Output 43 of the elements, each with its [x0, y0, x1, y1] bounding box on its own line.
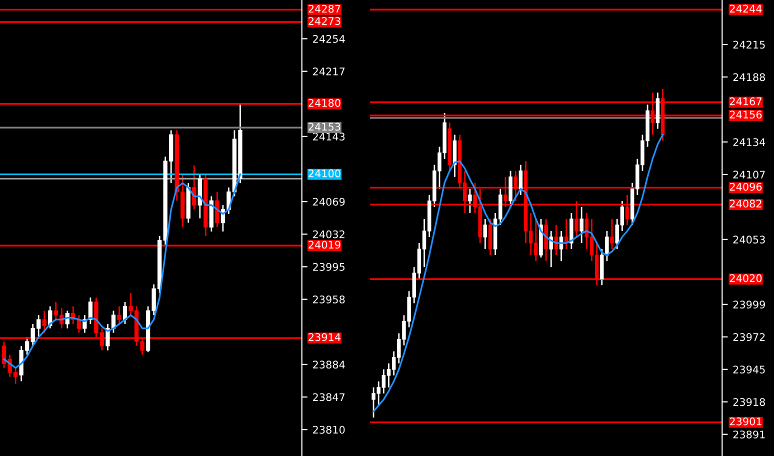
y-tick-label: 24143 [313, 132, 345, 141]
y-tick-label: 24053 [733, 236, 765, 244]
candlestick [42, 310, 46, 334]
y-tick-label: 24032 [313, 230, 344, 238]
ref-line-label: 24153 [308, 122, 340, 131]
y-tick-label: 23847 [313, 393, 345, 402]
y-tick-label: 24069 [313, 198, 345, 206]
y-tick-label: 23918 [733, 398, 765, 406]
y-tick-label: 23810 [313, 426, 345, 434]
y-tick-label: 23884 [313, 360, 345, 369]
y-tick-label: 23891 [733, 430, 765, 438]
ref-line-label: 24180 [308, 99, 340, 107]
ref-line-label: 23914 [308, 333, 340, 342]
y-tick-label: 23958 [313, 296, 345, 304]
ref-line-label: 24100 [308, 169, 340, 178]
y-tick-label: 24217 [313, 68, 345, 76]
ref-line-label: 24156 [730, 110, 762, 119]
ref-line-label: 23901 [730, 417, 762, 426]
candlestick [580, 206, 584, 244]
y-tick-label: 24134 [733, 138, 766, 146]
ref-line-label: 24244 [730, 4, 762, 12]
candlestick [117, 306, 122, 325]
y-tick-label: 23945 [733, 366, 765, 374]
ref-line-label: 24096 [730, 182, 762, 191]
y-tick-label: 23999 [733, 300, 765, 309]
y-tick-label: 23995 [313, 262, 345, 271]
y-tick-label: 24254 [313, 34, 345, 43]
ref-line-label: 24020 [730, 274, 762, 282]
candlestick [483, 218, 488, 250]
y-tick-label: 24215 [733, 40, 765, 49]
y-tick-label: 24107 [733, 170, 765, 179]
ref-line-label: 24019 [308, 240, 340, 249]
y-tick-label: 24188 [733, 73, 765, 82]
candlestick [518, 164, 523, 196]
ref-line-label: 24082 [730, 200, 762, 208]
candlestick [610, 218, 614, 250]
ref-line-label: 24167 [730, 97, 762, 106]
y-tick-label: 23972 [733, 333, 765, 341]
candlestick [468, 188, 472, 214]
candlestick [215, 191, 220, 228]
candlestick [106, 323, 110, 352]
ref-line-label: 24287 [308, 4, 340, 13]
ref-line-label: 24273 [308, 17, 340, 26]
